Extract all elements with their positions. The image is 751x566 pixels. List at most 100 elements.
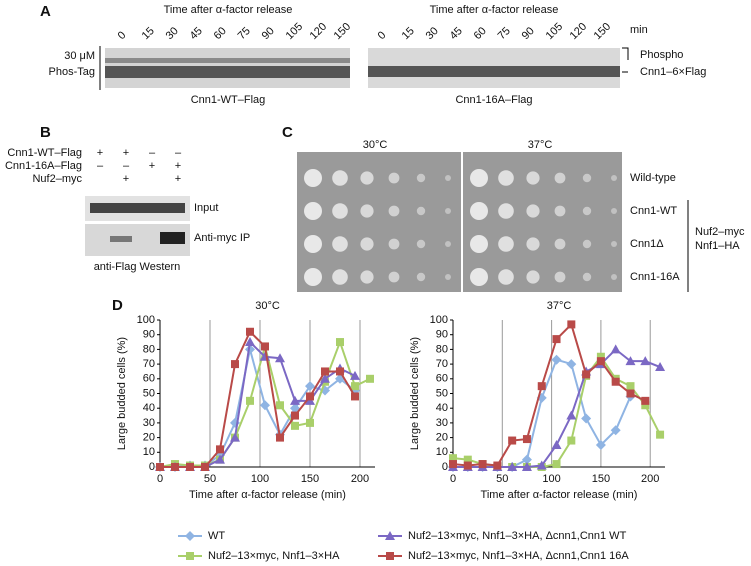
- spot: [498, 269, 514, 285]
- sign: +: [175, 160, 181, 172]
- point: [366, 374, 374, 383]
- sign: –: [97, 160, 104, 172]
- point: [536, 460, 547, 470]
- point: [582, 370, 591, 379]
- y-tick-label: 30: [436, 417, 448, 429]
- panel-label: C: [282, 124, 293, 141]
- spot: [582, 206, 592, 216]
- point: [336, 338, 344, 347]
- spot: [611, 274, 617, 280]
- series-line: [452, 322, 646, 467]
- x-axis-title: Time after α-factor release (min): [189, 489, 346, 501]
- spot: [360, 270, 374, 284]
- panel-label: D: [112, 297, 123, 314]
- bracket-label: Nnf1–HA: [695, 240, 740, 252]
- x-tick-label: 50: [496, 473, 508, 485]
- y-tick-label: 60: [436, 373, 448, 385]
- legend-marker: [386, 552, 394, 560]
- point: [350, 370, 360, 380]
- point: [230, 432, 240, 442]
- point: [566, 410, 577, 420]
- spot: [416, 239, 426, 249]
- series-line: [160, 330, 356, 468]
- point: [508, 436, 517, 445]
- spot: [470, 169, 488, 187]
- y-tick-label: 60: [143, 373, 155, 385]
- spot: [554, 205, 566, 217]
- y-tick-label: 80: [143, 343, 155, 355]
- point: [655, 362, 666, 372]
- point: [321, 367, 329, 376]
- time-label: 120: [568, 21, 589, 42]
- spot: [526, 171, 540, 185]
- spot: [470, 235, 488, 253]
- spot: [304, 235, 322, 253]
- x-tick-label: 50: [204, 473, 216, 485]
- point: [290, 395, 300, 405]
- gel-label: Phos-Tag: [49, 66, 95, 78]
- y-tick-label: 100: [137, 314, 155, 326]
- time-label: 90: [520, 25, 537, 42]
- y-axis-title: Large budded cells (%): [116, 337, 128, 450]
- spot: [470, 202, 488, 220]
- point: [581, 413, 592, 424]
- time-label: 150: [592, 21, 613, 42]
- point: [656, 430, 665, 439]
- point: [552, 335, 561, 344]
- point: [611, 377, 620, 386]
- y-tick-label: 0: [442, 461, 448, 473]
- spot: [470, 268, 488, 286]
- gel-band: [368, 66, 620, 77]
- point: [626, 382, 635, 391]
- spot: [498, 203, 514, 219]
- time-label: 45: [448, 25, 465, 42]
- caption: Cnn1-WT–Flag: [191, 94, 266, 106]
- time-label: 150: [332, 21, 353, 42]
- point: [551, 439, 562, 449]
- spot: [388, 271, 400, 283]
- spot: [360, 171, 374, 185]
- point: [291, 421, 299, 430]
- gel-label: 30 μM: [64, 50, 95, 62]
- y-tick-label: 80: [436, 343, 448, 355]
- point: [551, 354, 562, 365]
- point: [478, 460, 487, 469]
- time-label: 75: [496, 25, 513, 42]
- point: [507, 462, 518, 471]
- spot: [416, 173, 426, 183]
- time-label: 45: [188, 25, 205, 42]
- time-label: 75: [236, 25, 253, 42]
- y-tick-label: 90: [436, 329, 448, 341]
- sign: –: [175, 147, 182, 159]
- spot: [445, 241, 451, 247]
- chart-title: 30°C: [255, 300, 280, 312]
- point: [351, 382, 359, 391]
- y-tick-label: 10: [436, 446, 448, 458]
- legend-label: Nuf2–13×myc, Nnf1–3×HA, Δcnn1,Cnn1 WT: [408, 530, 627, 542]
- legend-label: Nuf2–13×myc, Nnf1–3×HA, Δcnn1,Cnn1 16A: [408, 550, 629, 562]
- spot: [445, 175, 451, 181]
- spot: [526, 237, 540, 251]
- bracket-label: Nuf2–myc: [695, 226, 745, 238]
- point: [231, 360, 239, 369]
- sign: –: [149, 147, 156, 159]
- point: [290, 403, 300, 414]
- x-tick-label: 150: [301, 473, 319, 485]
- time-label: 0: [376, 29, 389, 42]
- point: [201, 463, 209, 471]
- y-tick-label: 40: [436, 402, 448, 414]
- x-tick-label: 200: [641, 473, 659, 485]
- y-tick-label: 10: [143, 446, 155, 458]
- spot: [360, 237, 374, 251]
- sign: +: [123, 147, 129, 159]
- strain: Cnn1Δ: [630, 238, 664, 250]
- point: [275, 353, 285, 363]
- time-label: 60: [212, 25, 229, 42]
- band-label: Phospho: [640, 49, 683, 61]
- point: [522, 435, 531, 444]
- point: [245, 337, 255, 347]
- y-tick-label: 40: [143, 402, 155, 414]
- spot: [388, 172, 400, 184]
- point: [449, 460, 457, 469]
